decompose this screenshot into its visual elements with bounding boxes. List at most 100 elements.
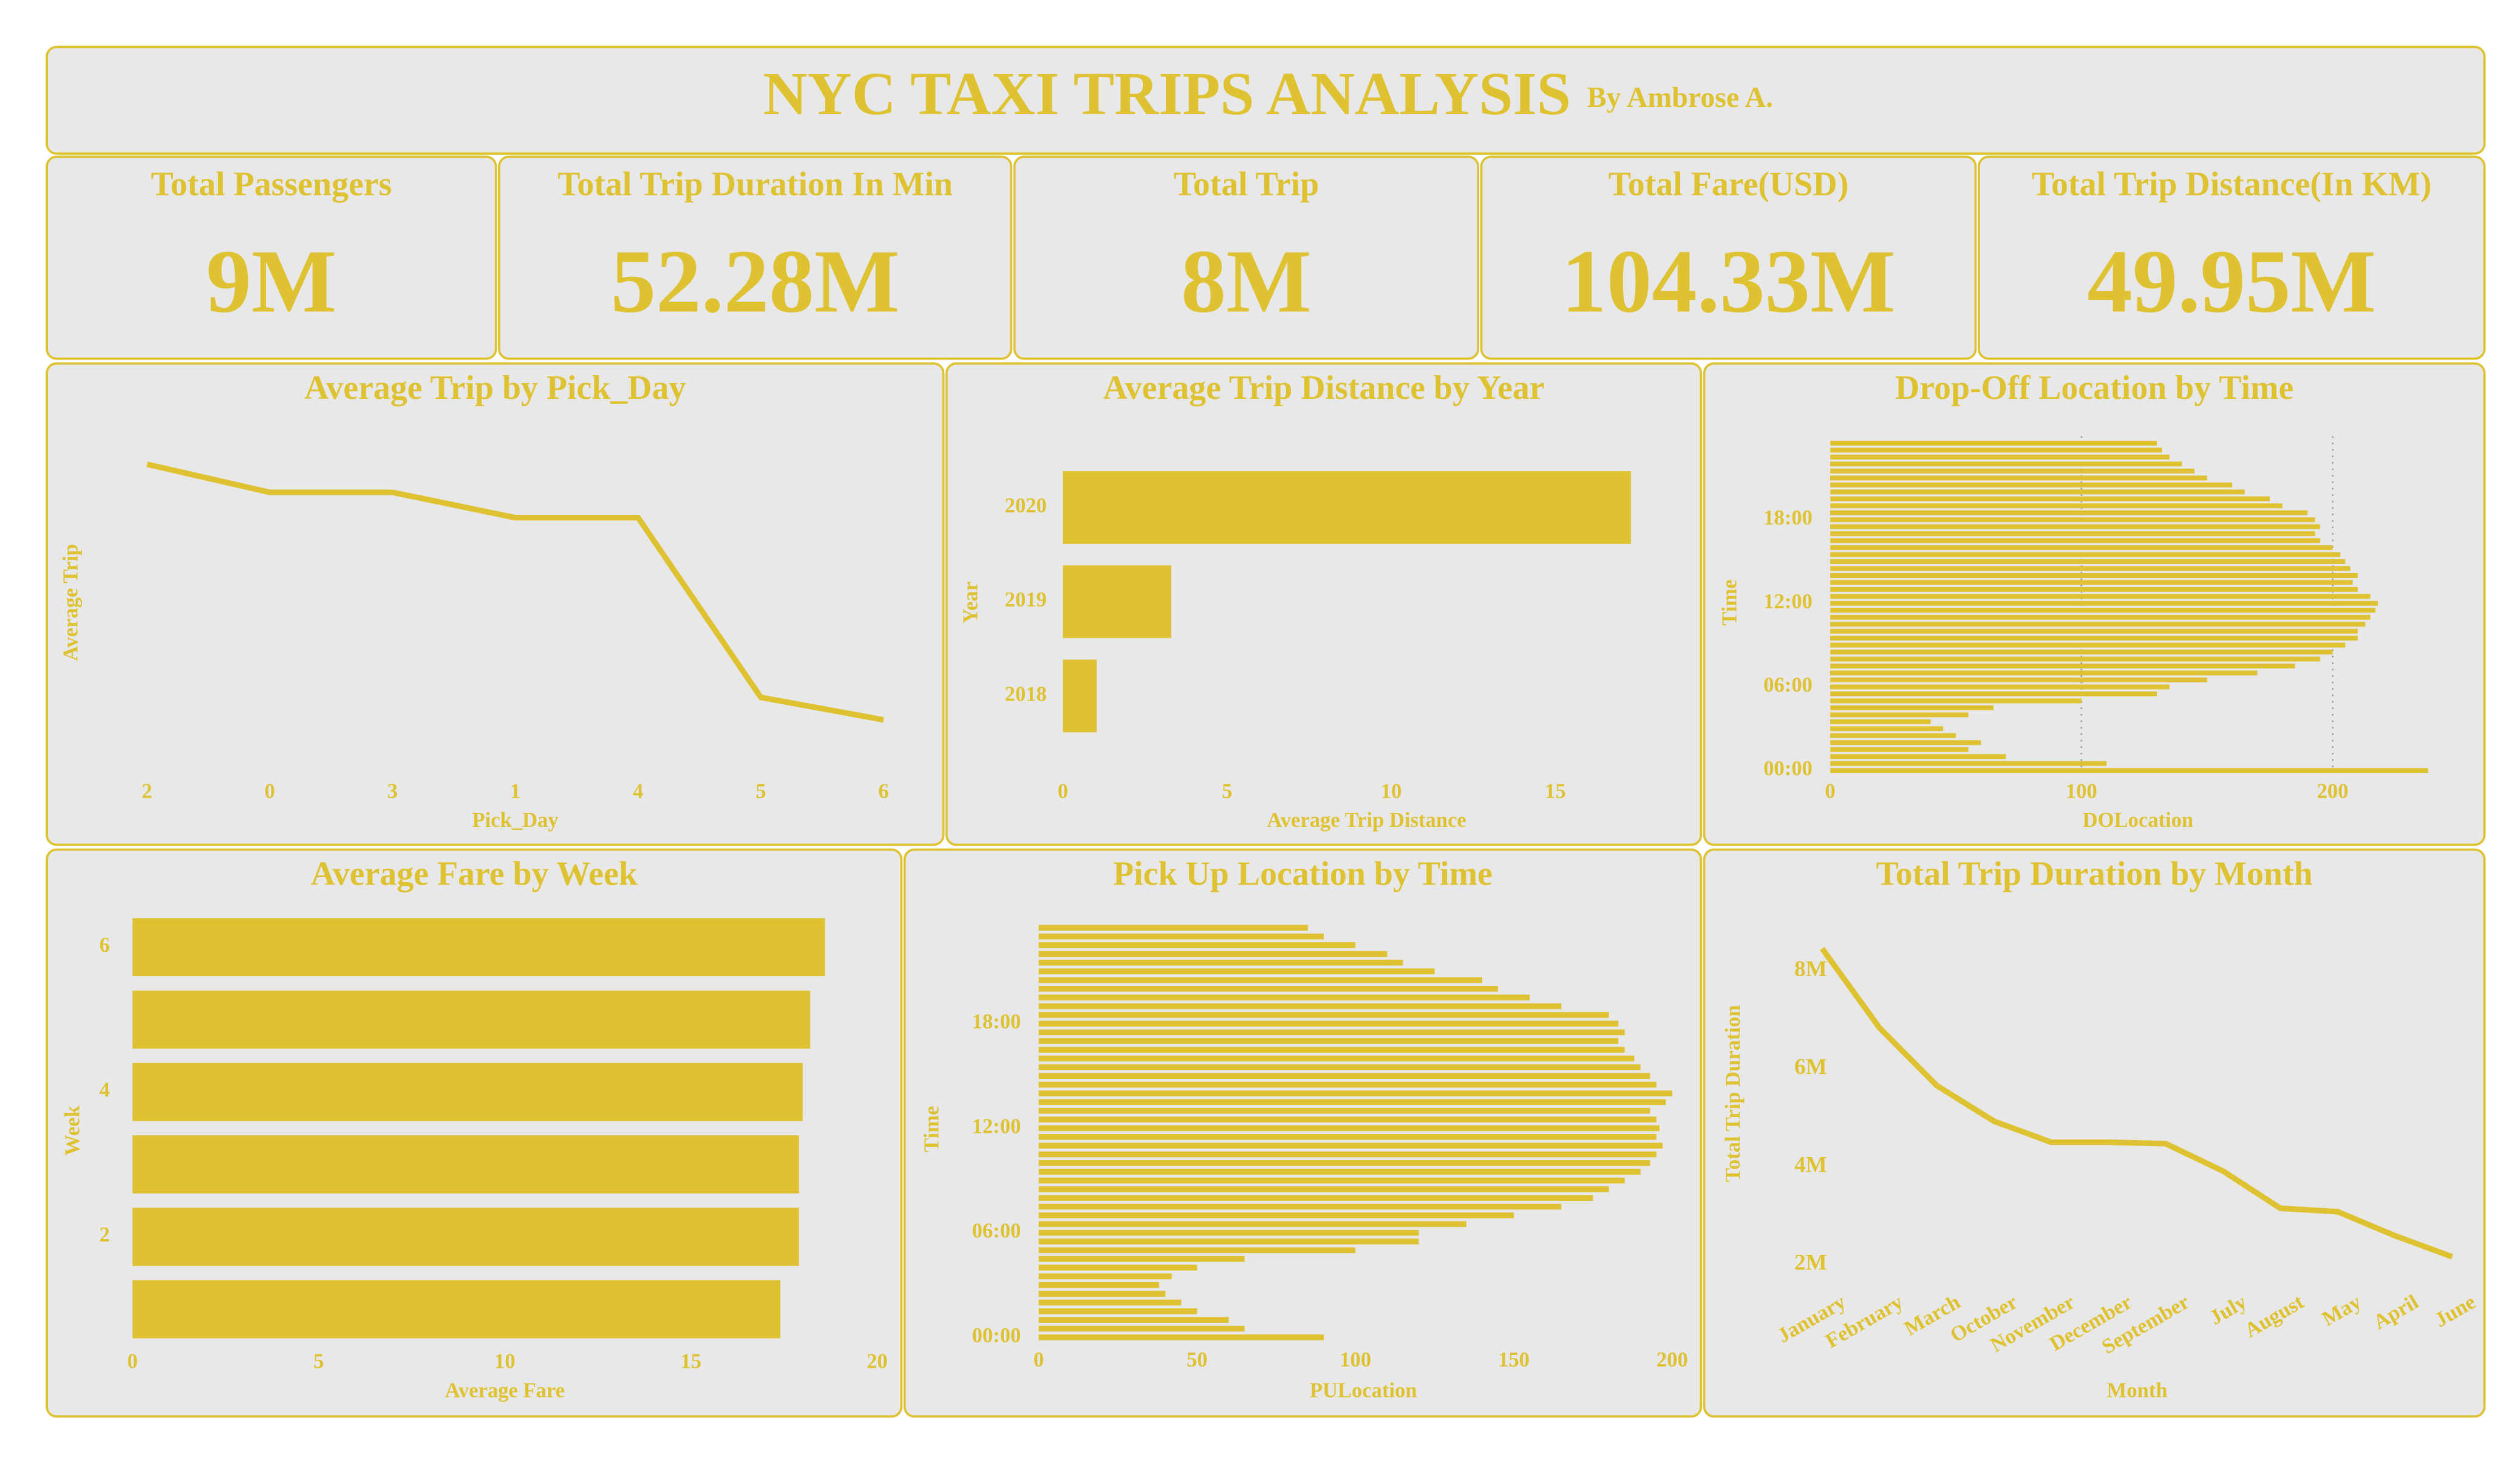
y-tick-label: 2020 xyxy=(1005,494,1047,517)
bar xyxy=(1038,1143,1663,1149)
x-tick-label: 100 xyxy=(1340,1348,1371,1371)
y-axis-label: Total Trip Duration xyxy=(1721,1005,1745,1182)
y-tick-label: 4M xyxy=(1794,1152,1827,1177)
bar xyxy=(1063,659,1097,733)
bar xyxy=(1830,712,1969,718)
y-axis-label: Week xyxy=(61,1105,84,1155)
bar xyxy=(1038,1308,1197,1314)
bar xyxy=(1038,977,1482,983)
bar xyxy=(132,918,825,977)
bar xyxy=(1830,650,2333,655)
bar xyxy=(1038,1177,1625,1184)
kpi-label: Total Trip Distance(In KM) xyxy=(2032,166,2431,203)
bar xyxy=(1038,1116,1657,1122)
bar xyxy=(1038,1282,1159,1288)
bar xyxy=(1830,559,2346,564)
bar xyxy=(1830,531,2315,537)
x-tick-label: 10 xyxy=(494,1350,516,1373)
bar xyxy=(1830,510,2308,515)
x-axis-label: Month xyxy=(2107,1379,2168,1402)
bar xyxy=(1830,524,2320,529)
bar xyxy=(1830,705,1994,710)
bar xyxy=(1038,1107,1650,1114)
bar xyxy=(1830,572,2358,578)
y-tick-label: 00:00 xyxy=(1763,757,1813,780)
panel xyxy=(1703,848,2486,1418)
bar xyxy=(1038,1099,1666,1105)
bar xyxy=(1830,628,2358,634)
line xyxy=(1819,946,2453,1260)
panel xyxy=(1977,155,2486,360)
y-tick-label: 12:00 xyxy=(1763,590,1813,613)
chart-title: Average Trip Distance by Year xyxy=(1103,369,1545,407)
bar xyxy=(1038,1090,1672,1096)
bar xyxy=(1038,1055,1635,1062)
x-axis-label: Average Trip Distance xyxy=(1267,809,1466,832)
bar xyxy=(1038,1169,1641,1175)
panel xyxy=(945,362,1703,846)
x-tick-label: 20 xyxy=(867,1350,888,1373)
bar xyxy=(1830,608,2375,613)
kpi-label: Total Trip Duration In Min xyxy=(557,166,953,203)
kpi-value: 9M xyxy=(206,231,336,331)
x-tick-label: 50 xyxy=(1187,1348,1208,1371)
bar xyxy=(1830,517,2315,523)
bar xyxy=(1830,461,2182,467)
bar xyxy=(1038,1221,1466,1228)
bar xyxy=(1038,1229,1419,1236)
bar xyxy=(1830,503,2283,509)
bar xyxy=(1038,1325,1245,1332)
bar xyxy=(1830,678,2207,683)
panel xyxy=(498,155,1013,360)
bar xyxy=(1038,1265,1197,1271)
bar xyxy=(1830,580,2353,585)
bar xyxy=(1038,1003,1562,1010)
chart-title: Pick Up Location by Time xyxy=(1113,855,1493,893)
x-tick-label: 10 xyxy=(1381,779,1402,803)
x-tick-label: 6 xyxy=(879,779,889,803)
bar xyxy=(1830,594,2371,599)
bar xyxy=(1038,1291,1166,1297)
bar xyxy=(1830,670,2258,676)
bar xyxy=(1038,994,1530,1000)
bar xyxy=(1038,1212,1514,1218)
bar xyxy=(1038,1273,1172,1280)
bar xyxy=(1830,600,2378,606)
chart-title: Drop-Off Location by Time xyxy=(1895,369,2294,407)
y-tick-label: 2019 xyxy=(1005,588,1047,611)
bar xyxy=(1038,1081,1657,1088)
bar xyxy=(132,1135,799,1194)
x-tick-label: 2 xyxy=(141,779,152,803)
bar xyxy=(1830,733,1956,738)
y-tick-label: 06:00 xyxy=(972,1220,1021,1243)
bar xyxy=(1830,489,2245,495)
bar xyxy=(1038,1203,1562,1210)
x-tick-label: 5 xyxy=(313,1350,324,1373)
bar xyxy=(1830,614,2371,620)
bar xyxy=(1830,475,2207,481)
x-tick-label: 1 xyxy=(510,779,520,803)
bar xyxy=(1038,1125,1660,1132)
bar xyxy=(1830,768,2428,773)
bar xyxy=(132,1280,781,1339)
bar xyxy=(1038,951,1388,957)
bar xyxy=(1830,538,2320,543)
x-tick-label: 0 xyxy=(1034,1348,1044,1371)
chart-title: Average Trip by Pick_Day xyxy=(304,369,686,407)
bar xyxy=(1038,1255,1245,1262)
bar xyxy=(1038,1021,1619,1027)
bar xyxy=(1830,468,2195,474)
kpi-label: Total Passengers xyxy=(151,166,392,203)
bar xyxy=(1038,1151,1657,1158)
bar xyxy=(1038,1064,1641,1070)
y-axis-label: Average Trip xyxy=(60,544,83,661)
bar xyxy=(1830,447,2162,453)
kpi-label: Total Trip xyxy=(1174,166,1320,203)
x-tick-label: 3 xyxy=(387,779,398,803)
y-tick-label: 00:00 xyxy=(972,1324,1021,1347)
y-tick-label: 2 xyxy=(100,1223,110,1246)
x-axis-label: Average Fare xyxy=(445,1379,565,1402)
x-axis-label: Pick_Day xyxy=(472,809,559,832)
y-tick-label: 2018 xyxy=(1005,682,1047,705)
bar xyxy=(1830,719,1931,724)
